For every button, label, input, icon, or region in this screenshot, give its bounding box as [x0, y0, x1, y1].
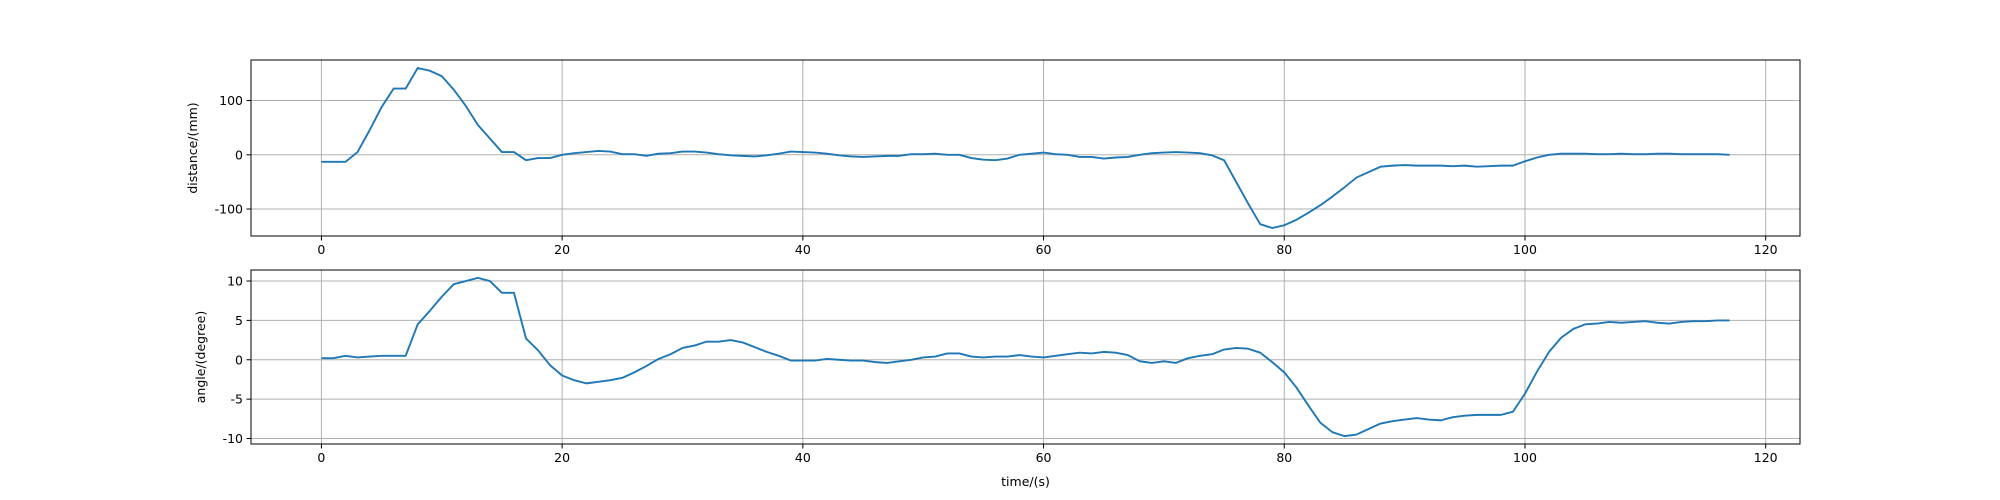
axes-frame [250, 269, 1801, 445]
x-tick-label: 120 [1754, 450, 1778, 465]
x-tick-label: 20 [554, 450, 570, 465]
x-axis-label: time/(s) [1001, 474, 1050, 489]
x-tick-label: 40 [795, 450, 811, 465]
y-tick-label: 5 [235, 313, 243, 328]
x-tick-label: 40 [795, 242, 811, 257]
data-line [321, 276, 1730, 438]
y-tick-label: -10 [223, 431, 243, 446]
x-tick-label: 0 [317, 242, 325, 257]
y-tick-label: 0 [235, 352, 243, 367]
x-tick-label: 20 [554, 242, 570, 257]
x-tick-label: 100 [1513, 450, 1537, 465]
x-tick-label: 80 [1276, 450, 1292, 465]
x-tick-label: 60 [1036, 450, 1052, 465]
y-tick-label: 0 [235, 147, 243, 162]
x-tick-label: 100 [1513, 242, 1537, 257]
x-tick-label: 0 [317, 450, 325, 465]
y-axis-label: angle/(degree) [193, 311, 208, 403]
x-tick-label: 120 [1754, 242, 1778, 257]
axes-frame [250, 59, 1801, 237]
x-tick-label: 60 [1036, 242, 1052, 257]
x-tick-label: 80 [1276, 242, 1292, 257]
y-tick-label: -5 [231, 392, 243, 407]
y-tick-label: 10 [227, 274, 243, 289]
y-tick-label: -100 [215, 202, 243, 217]
y-tick-label: 100 [219, 93, 243, 108]
data-line [321, 67, 1730, 229]
y-axis-label: distance/(mm) [185, 102, 200, 193]
